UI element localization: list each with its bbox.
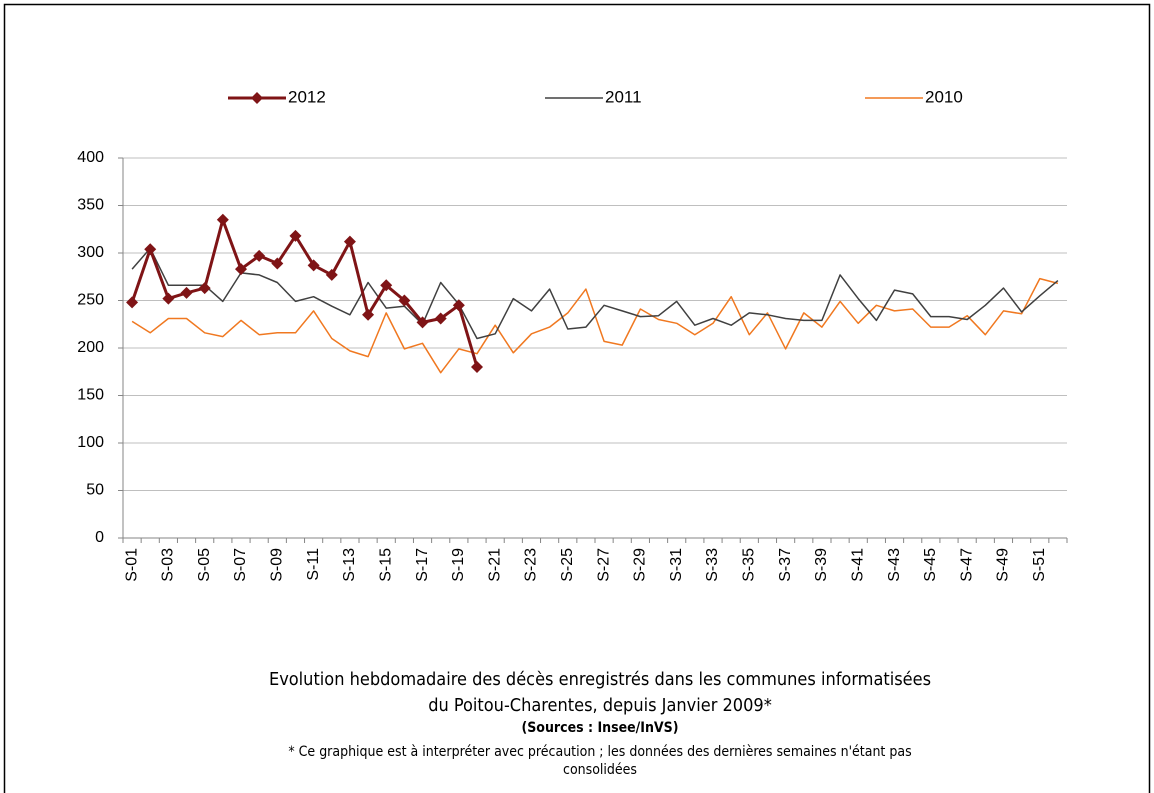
x-tick-label: S-49 [995,548,1012,582]
y-tick-label: 250 [77,292,104,309]
x-tick-label: S-39 [813,548,830,582]
marker [307,259,320,272]
x-tick-label: S-43 [886,548,903,582]
x-tick-label: S-05 [196,548,213,582]
marker [398,294,411,307]
x-tick-label: S-33 [704,548,721,582]
x-tick-label: S-31 [668,548,685,582]
marker [271,257,284,270]
y-tick-label: 400 [77,149,104,166]
y-tick-label: 300 [77,244,104,261]
chart-title: du Poitou-Charentes, depuis Janvier 2009… [428,695,772,716]
marker [180,286,193,299]
x-tick-label: S-35 [741,548,758,582]
legend-label: 2012 [288,87,326,106]
y-tick-label: 350 [77,197,104,214]
x-tick-label: S-13 [341,548,358,582]
marker [198,282,211,295]
x-tick-label: S-23 [523,548,540,582]
marker [452,299,465,312]
marker [144,243,157,256]
marker [216,213,229,226]
x-tick-label: S-07 [232,548,249,582]
marker [126,296,139,309]
marker [253,249,266,262]
marker [416,316,429,329]
marker [471,361,483,373]
y-tick-label: 0 [95,529,104,546]
chart-title: Evolution hebdomadaire des décès enregis… [269,669,931,690]
x-tick-label: S-51 [1031,548,1048,582]
marker [289,229,302,242]
marker [343,235,356,248]
x-tick-label: S-21 [486,548,503,582]
y-tick-label: 50 [86,482,104,499]
marker [380,279,393,292]
x-tick-label: S-19 [450,548,467,582]
x-tick-label: S-29 [632,548,649,582]
series-line [131,277,1059,374]
x-tick-label: S-47 [958,548,975,582]
marker [434,312,447,325]
x-tick-label: S-27 [595,548,612,582]
x-tick-label: S-17 [414,548,431,582]
note: consolidées [563,762,637,778]
x-tick-label: S-09 [269,548,286,582]
note: * Ce graphique est à interpréter avec pr… [288,744,911,760]
source: (Sources : Insee/InVS) [521,720,678,736]
x-tick-label: S-15 [377,548,394,582]
series-line [131,247,1059,340]
marker [325,268,338,281]
legend-label: 2010 [925,87,963,106]
y-tick-label: 200 [77,339,104,356]
marker [162,292,175,305]
y-tick-label: 150 [77,387,104,404]
x-tick-label: S-37 [777,548,794,582]
frame [3,3,1151,793]
x-tick-label: S-25 [559,548,576,582]
x-tick-label: S-45 [922,548,939,582]
x-tick-label: S-41 [849,548,866,582]
x-tick-label: S-11 [305,548,322,581]
marker [362,308,375,321]
legend-marker [251,92,263,104]
legend-label: 2011 [605,87,642,106]
marker [235,263,247,276]
y-tick-label: 100 [77,434,104,451]
x-tick-label: S-03 [160,548,177,582]
x-tick-label: S-01 [123,548,140,582]
